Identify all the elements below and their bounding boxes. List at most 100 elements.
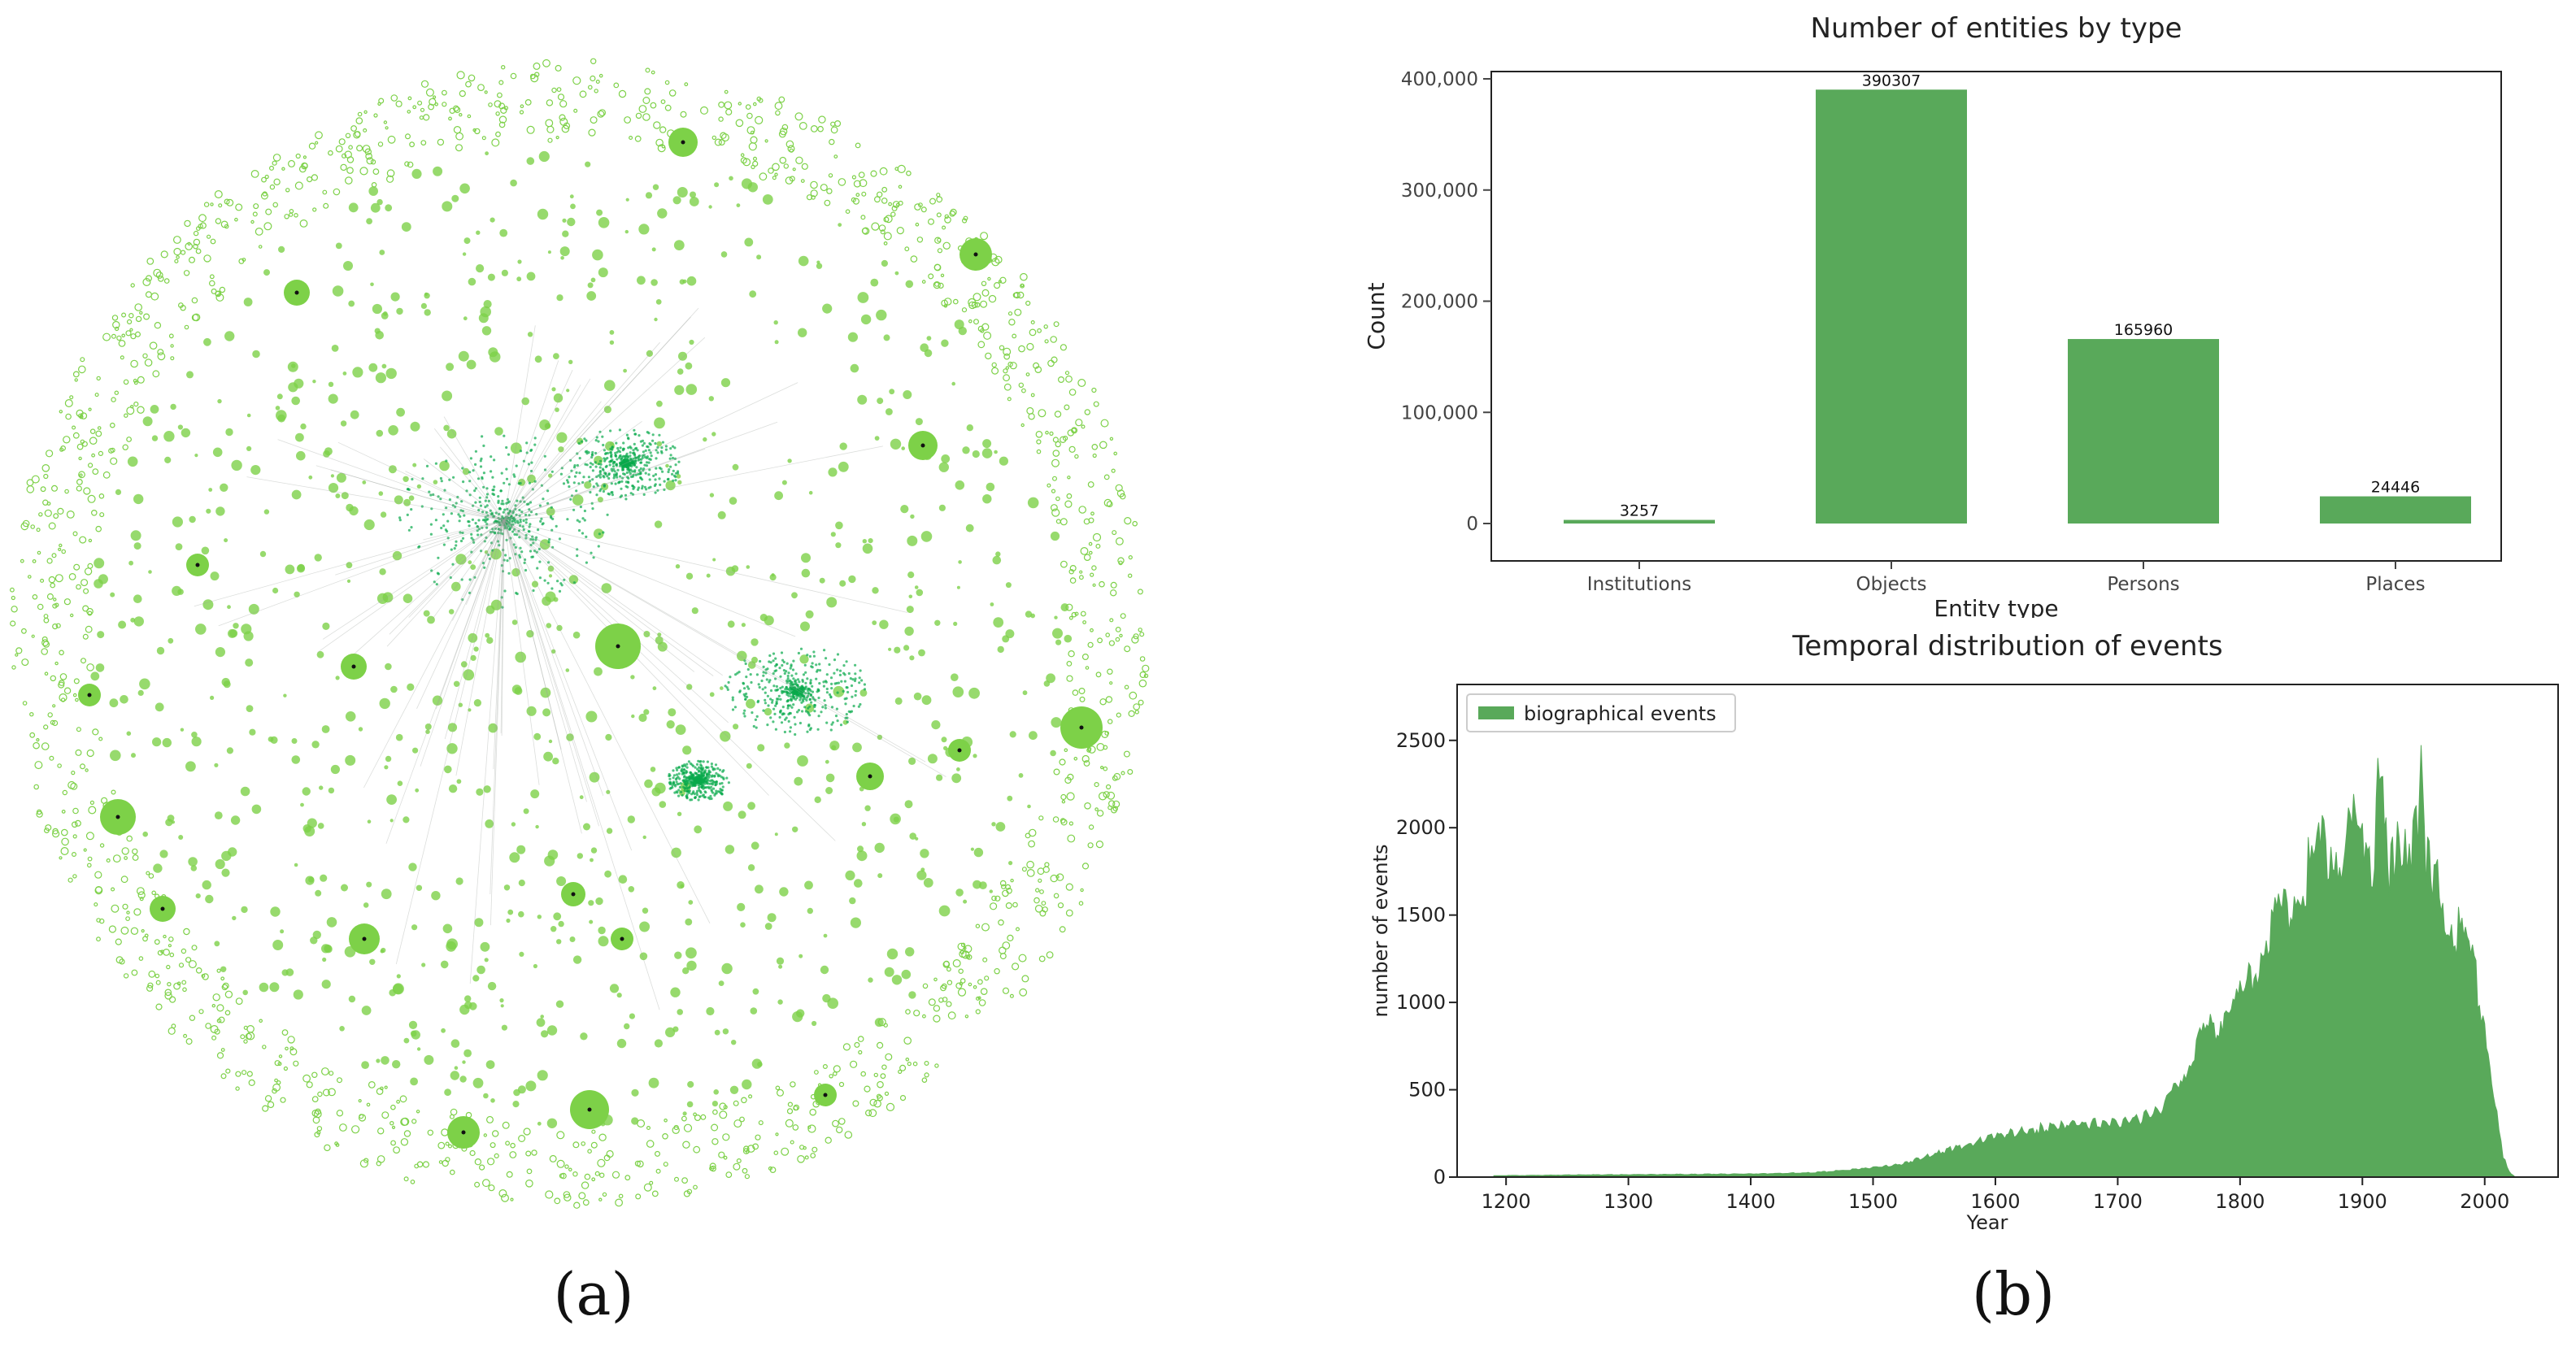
network-node — [864, 1085, 871, 1093]
network-hub-node — [578, 520, 581, 524]
network-hub-node — [825, 687, 829, 691]
network-hub-node — [572, 508, 576, 511]
network-edge — [218, 519, 505, 627]
network-node — [363, 128, 368, 133]
network-hub-node — [598, 473, 603, 476]
network-node — [407, 96, 412, 101]
network-hub-node — [468, 520, 471, 524]
network-node — [484, 90, 488, 94]
network-node — [22, 519, 30, 528]
network-edge — [385, 519, 505, 845]
network-node — [224, 224, 229, 229]
network-node — [828, 467, 838, 477]
network-node — [1081, 653, 1089, 660]
network-node — [1074, 454, 1079, 459]
network-node — [455, 132, 463, 141]
network-hub-node — [829, 676, 833, 680]
network-node — [335, 242, 342, 250]
network-edge — [439, 446, 505, 521]
network-node — [551, 87, 557, 93]
network-node — [474, 128, 481, 135]
network-node — [259, 550, 267, 558]
network-node — [1045, 430, 1049, 435]
network-hub-node — [511, 530, 515, 533]
network-edge — [503, 519, 587, 802]
network-node — [779, 127, 788, 136]
network-node — [991, 362, 997, 368]
network-node — [835, 1126, 843, 1134]
network-hub-node — [524, 518, 528, 521]
network-hub-node — [745, 676, 748, 679]
network-node — [970, 847, 974, 851]
network-node — [1107, 668, 1113, 675]
network-hub-node — [780, 651, 784, 654]
network-node — [738, 810, 746, 819]
network-node — [446, 941, 457, 952]
network-node — [139, 678, 150, 690]
network-node — [181, 428, 191, 438]
network-node — [45, 824, 52, 832]
network-hub-node — [498, 544, 501, 547]
network-node — [305, 876, 315, 885]
network-hub-node — [598, 466, 602, 469]
network-node — [474, 1181, 481, 1188]
network-node — [860, 1071, 867, 1077]
network-hub-node — [798, 689, 802, 693]
network-node — [905, 1009, 911, 1015]
network-hub-node — [461, 537, 465, 540]
network-node — [111, 789, 116, 795]
network-hub-node — [611, 491, 614, 494]
network-node — [1051, 356, 1058, 363]
network-hub-node — [772, 707, 776, 710]
network-hub-node — [660, 451, 664, 454]
network-hub-node — [589, 462, 593, 465]
network-node — [789, 148, 794, 153]
network-hub-node — [476, 477, 481, 480]
network-node — [1081, 424, 1086, 429]
network-node — [710, 1165, 716, 1172]
network-node — [203, 254, 211, 263]
network-node — [468, 560, 472, 565]
network-node — [921, 280, 926, 284]
network-node — [432, 95, 437, 99]
network-node — [776, 1088, 784, 1097]
network-hub-node — [633, 463, 636, 467]
network-node — [1103, 766, 1108, 771]
network-node — [886, 1102, 895, 1112]
network-node — [126, 437, 133, 442]
network-hub-node — [616, 468, 620, 472]
network-hub-node — [528, 481, 532, 484]
network-edge — [493, 519, 505, 770]
network-node — [365, 152, 372, 160]
network-node — [861, 191, 867, 197]
network-node — [328, 483, 339, 493]
network-node — [1043, 324, 1048, 329]
network-hub-node — [483, 540, 486, 543]
network-node — [917, 202, 923, 208]
network-node — [275, 406, 281, 411]
network-node — [437, 1141, 446, 1149]
network-node — [198, 214, 207, 223]
network-node — [446, 743, 458, 754]
network-node — [624, 1175, 631, 1181]
network-node — [515, 651, 526, 663]
network-node — [223, 680, 231, 689]
network-node — [645, 67, 651, 73]
bar — [2068, 339, 2219, 524]
network-node — [651, 1190, 659, 1197]
network-node — [192, 313, 201, 322]
network-node — [547, 565, 555, 572]
network-node — [1119, 493, 1126, 500]
network-node — [1115, 484, 1123, 492]
network-hub-node — [779, 697, 782, 701]
network-node — [499, 228, 508, 237]
network-hub-node — [407, 488, 411, 492]
network-node — [221, 984, 228, 991]
network-node — [131, 753, 136, 758]
network-node — [556, 294, 564, 302]
network-hub-node — [633, 447, 637, 450]
network-node — [59, 543, 63, 548]
network-hub-node — [815, 663, 818, 667]
network-node — [1078, 901, 1084, 906]
network-node — [85, 768, 89, 772]
